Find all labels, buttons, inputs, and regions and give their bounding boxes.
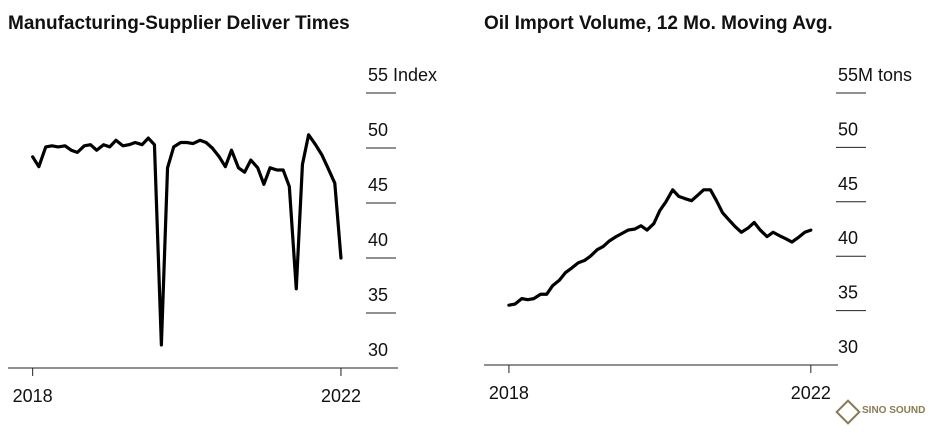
watermark: SINO SOUND [862, 405, 925, 416]
y-tick-label: 45 [368, 175, 388, 195]
y-tick-label: 45 [838, 174, 858, 194]
x-tick-label: 2018 [489, 383, 529, 403]
y-tick-label: 35 [838, 283, 858, 303]
y-tick-label: 40 [368, 230, 388, 250]
x-tick-label: 2018 [13, 386, 53, 406]
y-tick-label: 50 [838, 119, 858, 139]
chart-title: Manufacturing-Supplier Deliver Times [8, 13, 350, 34]
x-tick-label: 2022 [321, 386, 361, 406]
watermark-logo [835, 399, 861, 425]
x-tick-label: 2022 [791, 383, 831, 403]
y-tick-label: 40 [838, 228, 858, 248]
y-tick-label: 50 [368, 120, 388, 140]
y-tick-label: 35 [368, 285, 388, 305]
chart-title: Oil Import Volume, 12 Mo. Moving Avg. [484, 13, 833, 34]
y-tick-label: 55M tons [838, 65, 912, 85]
y-tick-label: 30 [368, 340, 388, 360]
y-tick-label: 55 Index [368, 65, 437, 85]
data-line [507, 188, 813, 307]
y-tick-label: 30 [838, 337, 858, 357]
data-line [31, 133, 343, 347]
